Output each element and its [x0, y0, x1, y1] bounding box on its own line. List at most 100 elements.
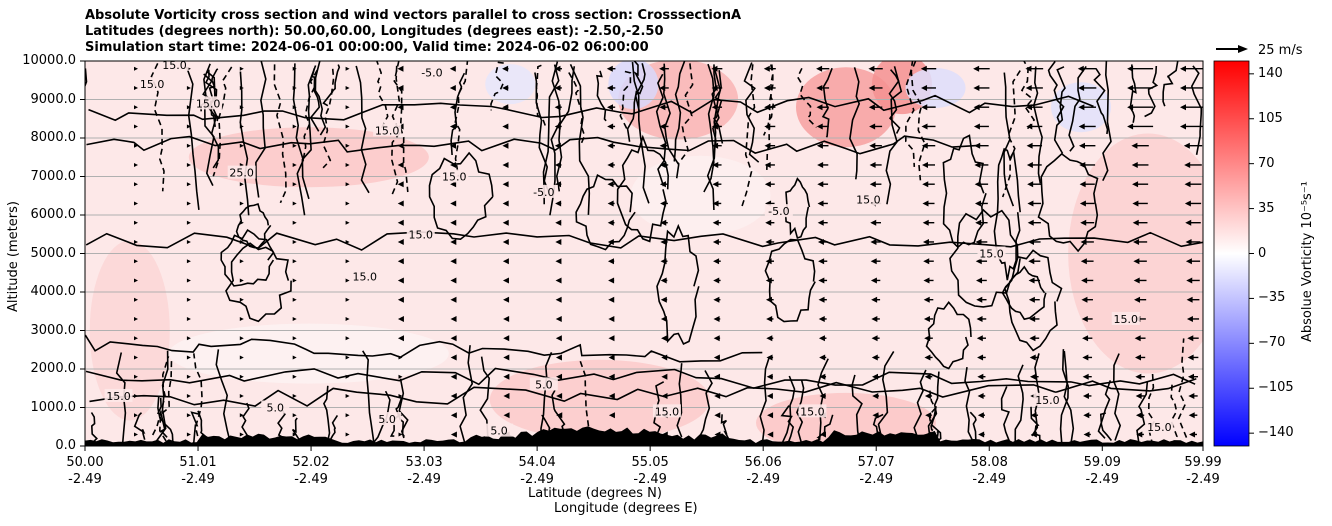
wind-vector-head [1083, 412, 1090, 419]
x-tick-lon: -2.49 [181, 472, 215, 487]
contour-loop [235, 202, 272, 249]
contour-line-negative [741, 64, 756, 207]
wind-vector-head [1180, 65, 1186, 72]
contour-label: 15.0 [1035, 394, 1060, 407]
wind-vector-head [713, 258, 720, 265]
wind-vector-head [397, 277, 404, 284]
wind-vector [239, 220, 244, 225]
wind-vector [345, 124, 350, 129]
contour-label: 15.0 [140, 78, 165, 91]
wind-vector-head [766, 392, 773, 399]
wind-vector-head [502, 142, 509, 149]
wind-vector-head [712, 142, 719, 149]
wind-vector-head [766, 354, 773, 361]
x-tick-label: 55.05 -2.49 [610, 454, 690, 488]
wind-vector [292, 297, 297, 302]
wind-vector [134, 105, 138, 110]
contour-line [780, 405, 795, 443]
wind-vector-head [607, 181, 614, 188]
wind-vector-head [554, 84, 561, 91]
wind-vector-head [397, 296, 404, 303]
x-tick-label: 52.02 -2.49 [271, 454, 351, 488]
wind-vector-head [1134, 296, 1141, 303]
wind-vector-head [555, 335, 562, 342]
wind-vector-head [870, 238, 877, 245]
x-axis-label-latitude: Latitude (degrees N) [528, 486, 662, 501]
wind-vector-head [713, 296, 720, 303]
contour-loop [575, 174, 636, 251]
x-tick-lat: 55.05 [631, 455, 669, 470]
contour-line [239, 71, 250, 216]
wind-vector-head [555, 181, 562, 188]
wind-vector-head [1026, 104, 1033, 111]
wind-vector [134, 124, 138, 129]
contour-line [1136, 381, 1149, 444]
wind-vector-head [818, 315, 825, 322]
contour-line [1003, 72, 1015, 207]
contour-label: 15.0 [106, 390, 131, 403]
wind-vector [134, 182, 138, 187]
wind-vector-head [1180, 104, 1186, 111]
wind-vector-head [976, 335, 983, 342]
vorticity-blob [485, 64, 536, 105]
wind-vector-head [554, 123, 561, 130]
wind-vector [186, 85, 191, 90]
contour-line [1014, 364, 1024, 446]
wind-vector-head [450, 412, 457, 419]
contour-label: 25.0 [229, 167, 254, 180]
contour-line [314, 61, 327, 136]
wind-vector-head [712, 161, 719, 168]
y-tick-label: 7000.0 [30, 168, 77, 184]
wind-key-label: 25 m/s [1258, 43, 1303, 58]
wind-vector-head [502, 104, 509, 111]
wind-vector-head [1187, 335, 1194, 342]
wind-vector-head [397, 315, 404, 322]
contour-line [323, 385, 331, 443]
x-tick-lat: 52.02 [292, 455, 330, 470]
wind-vector-head [1127, 123, 1134, 130]
wind-vector-head [923, 296, 930, 303]
wind-vector-head [1081, 296, 1088, 303]
wind-vector-head [397, 104, 404, 111]
contour-label-bg [406, 227, 435, 241]
contour-label: 15.0 [655, 405, 680, 418]
wind-vector-head [1030, 412, 1037, 419]
contour-line [362, 350, 375, 446]
wind-vector [239, 124, 244, 129]
wind-vector-head [1028, 277, 1035, 284]
wind-vector-head [607, 161, 614, 168]
wind-vector-head [713, 277, 720, 284]
contour-line [676, 363, 683, 438]
contour-loop [428, 151, 494, 241]
contour-label-bg [798, 404, 827, 418]
contour-line [542, 64, 560, 205]
contour-line [821, 67, 833, 138]
wind-vector-head [397, 219, 404, 226]
contour-line-negative [928, 390, 939, 446]
wind-vector [345, 393, 350, 398]
contour-label: 15.0 [375, 124, 400, 137]
wind-vector [186, 413, 191, 418]
vorticity-blob [608, 61, 659, 110]
wind-vector-head [554, 161, 561, 168]
wind-vector-head [660, 219, 667, 226]
wind-vector-head [608, 412, 615, 419]
wind-vector-head [1184, 161, 1191, 168]
contour-line [1099, 412, 1113, 442]
wind-vector-head [555, 354, 562, 361]
wind-vector [292, 239, 297, 244]
contour-line [1068, 65, 1087, 152]
contour-line [85, 334, 763, 363]
x-tick-label: 53.03 -2.49 [384, 454, 464, 488]
x-tick-lon: -2.49 [1085, 472, 1120, 487]
x-tick-label: 51.01 -2.49 [158, 454, 238, 488]
wind-vector-head [1028, 258, 1035, 265]
wind-vector-head [977, 412, 984, 419]
title-line-3: Simulation start time: 2024-06-01 00:00:… [85, 40, 649, 55]
contour-line [633, 61, 644, 112]
wind-vector-head [1133, 238, 1140, 245]
contour-line [851, 374, 863, 443]
wind-vector-head [763, 84, 770, 91]
wind-vector-head [1131, 142, 1138, 149]
wind-vector-head [661, 373, 668, 380]
